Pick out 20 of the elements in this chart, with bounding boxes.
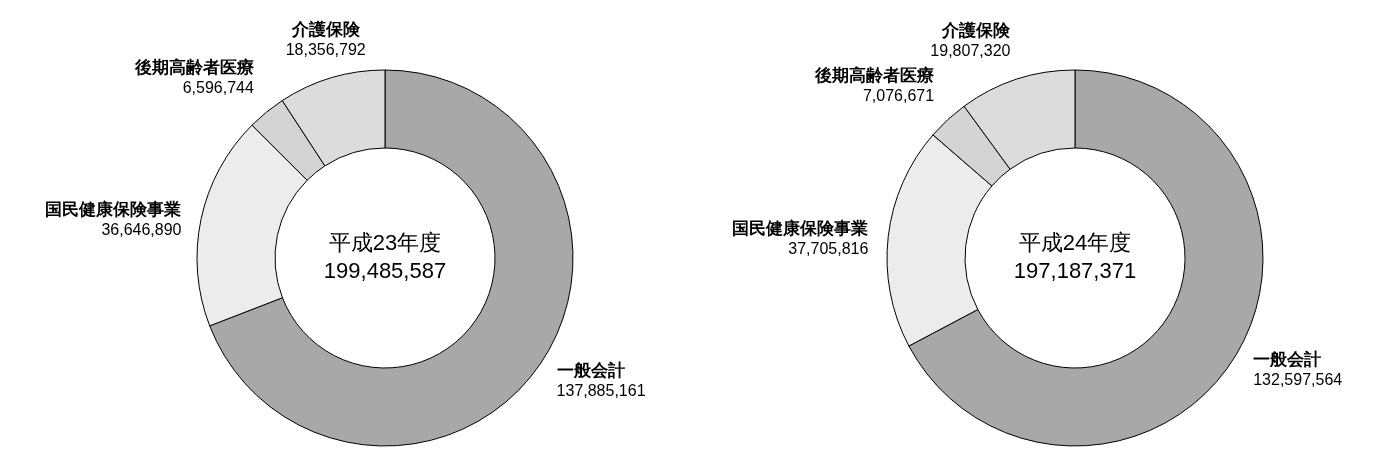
slice-label: 一般会計 bbox=[556, 360, 625, 380]
data-label: 37,705,816 bbox=[788, 240, 869, 258]
slice-label: 介護保険 bbox=[941, 21, 1012, 41]
text: 199,485,587 bbox=[323, 258, 447, 283]
data-label: 18,356,792 bbox=[285, 40, 366, 58]
slice-label: 国民健康保険事業 bbox=[45, 200, 182, 220]
text: 平成24年度 bbox=[1018, 230, 1132, 255]
data-label: 19,807,320 bbox=[930, 42, 1011, 60]
slice-label: 介護保険 bbox=[290, 19, 361, 39]
data-label: 6,596,744 bbox=[182, 78, 254, 96]
text: 197,187,371 bbox=[1013, 258, 1137, 283]
data-label: 7,076,671 bbox=[862, 86, 935, 104]
data-label: 36,646,890 bbox=[101, 221, 182, 239]
slice-label: 一般会計 bbox=[1253, 350, 1322, 370]
text: 平成23年度 bbox=[328, 230, 442, 255]
data-label: 132,597,564 bbox=[1253, 371, 1343, 389]
slice-label: 後期高齢者医療 bbox=[133, 57, 254, 77]
data-label: 137,885,161 bbox=[556, 381, 646, 399]
slice-label: 国民健康保険事業 bbox=[732, 219, 869, 239]
slice-label: 後期高齢者医療 bbox=[814, 65, 935, 85]
